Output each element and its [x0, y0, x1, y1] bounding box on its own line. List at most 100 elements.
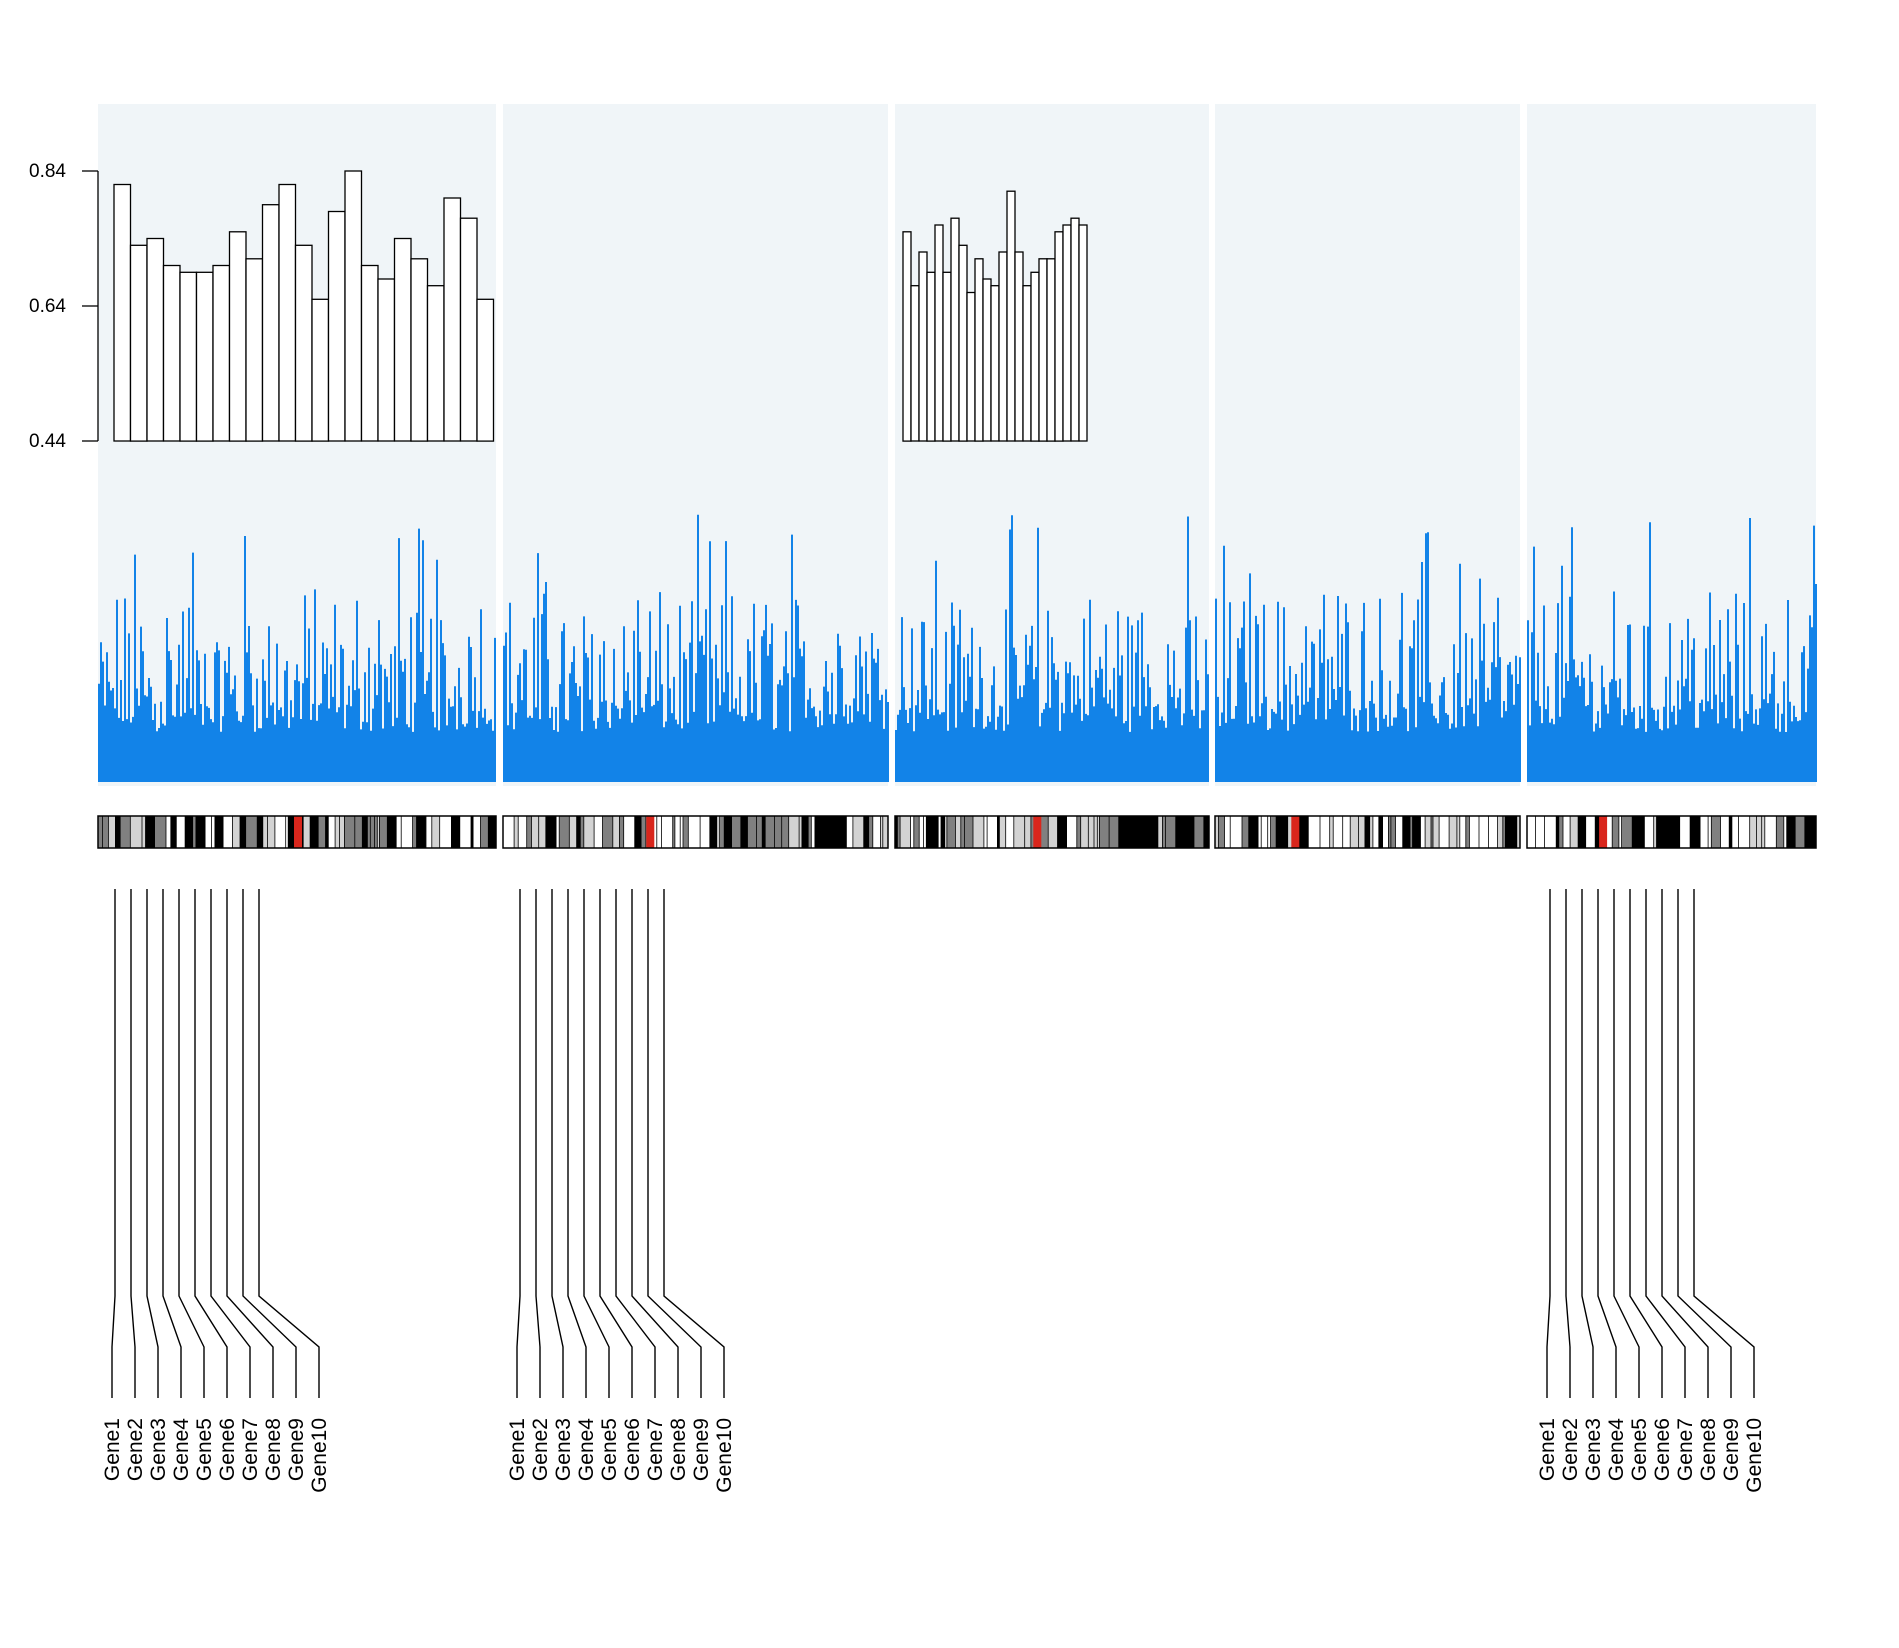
ideogram-band: [724, 816, 732, 848]
ideogram-band: [518, 816, 527, 848]
ideogram-band: [1664, 816, 1670, 848]
ideogram-band: [1276, 816, 1288, 848]
ideogram-band: [960, 816, 965, 848]
gene-connector: [1546, 889, 1551, 1398]
ideogram-band: [1242, 816, 1249, 848]
ideogram-outline: [1526, 815, 1817, 849]
gene-connector: [1565, 889, 1571, 1398]
ideogram-band: [1138, 816, 1143, 848]
ideogram-band: [683, 816, 689, 848]
gene-connector: [599, 889, 633, 1398]
ideogram-band: [983, 816, 988, 848]
ideogram-band: [245, 816, 258, 848]
chromosome-panel: [1527, 104, 1816, 786]
ideogram-band: [672, 816, 675, 848]
gene-label: Gene5: [598, 1418, 621, 1481]
ideogram-band: [1605, 816, 1613, 848]
ideogram-band: [1644, 816, 1654, 848]
ideogram-band: [1342, 816, 1351, 848]
gene-connector: [210, 889, 251, 1398]
ideogram-band: [166, 816, 171, 848]
gene-connector: [647, 889, 702, 1398]
ideogram-band: [379, 816, 388, 848]
ideogram-band: [205, 816, 212, 848]
ideogram-band: [882, 816, 888, 848]
density-signal: [895, 515, 1209, 782]
ideogram-band: [1612, 816, 1619, 848]
ideogram-band: [451, 816, 460, 848]
ideogram-band: [267, 816, 275, 848]
ideogram-band: [641, 816, 646, 848]
ideogram-band: [1469, 816, 1479, 848]
ideogram-band: [1230, 816, 1242, 848]
ideogram-band: [1795, 816, 1805, 848]
ideogram-band: [344, 816, 355, 848]
ideogram-band: [154, 816, 166, 848]
ideogram-band: [1165, 816, 1176, 848]
ideogram-band: [1783, 816, 1787, 848]
bar: [344, 170, 363, 442]
ideogram-band: [619, 816, 624, 848]
ideogram-band: [808, 816, 812, 848]
ideogram-band: [240, 816, 246, 848]
centromere: [294, 816, 302, 848]
ideogram-band: [731, 816, 741, 848]
ideogram-band: [868, 816, 873, 848]
bar: [934, 224, 944, 442]
gene-connector: [567, 889, 587, 1398]
gene-connector: [242, 889, 297, 1398]
ideogram-band: [1431, 816, 1433, 848]
gene-connector: [226, 889, 274, 1398]
ideogram-band: [910, 816, 914, 848]
ideogram-band: [973, 816, 984, 848]
ideogram-band: [1388, 816, 1391, 848]
ideogram-band: [602, 816, 613, 848]
gene-connector: [615, 889, 656, 1398]
ideogram-band: [1708, 816, 1712, 848]
gene-label: Gene2: [1559, 1418, 1582, 1481]
chromosome-panel: [1215, 104, 1520, 786]
ideogram-band: [1420, 816, 1426, 848]
ideogram-band: [1516, 816, 1520, 848]
ideogram-band: [1382, 816, 1389, 848]
bar: [990, 285, 1000, 442]
ideogram-band: [1099, 816, 1110, 848]
ideogram-band: [431, 816, 440, 848]
bar: [1014, 251, 1024, 442]
ideogram-band: [1425, 816, 1431, 848]
ideogram-band: [944, 816, 947, 848]
ideogram-band: [1776, 816, 1784, 848]
ideogram-band: [826, 816, 839, 848]
ideogram-outline: [1214, 815, 1521, 849]
gene-label: Gene6: [621, 1418, 644, 1481]
bar: [1070, 217, 1080, 442]
gene-label: Gene2: [124, 1418, 147, 1481]
ideogram-band: [1412, 816, 1421, 848]
ideogram-band: [1024, 816, 1031, 848]
gene-annotation-track: Gene1 Gene2 Gene3 Gene4 Gene5 Gene6 Gene7 Gene8…: [101, 889, 1766, 1493]
ideogram-band: [1618, 816, 1622, 848]
ideogram-band: [680, 816, 683, 848]
ideogram-band: [1558, 816, 1563, 848]
gene-label: Gene5: [1628, 1418, 1651, 1481]
ideogram-band: [846, 816, 853, 848]
ideogram-band: [897, 816, 901, 848]
gene-label: Gene8: [1697, 1418, 1720, 1481]
gene-connector: [194, 889, 228, 1398]
bar: [1054, 231, 1064, 442]
ideogram-band: [1756, 816, 1762, 848]
density-track: [98, 514, 1817, 782]
density-signal: [1215, 532, 1521, 782]
chromosome-panels: [98, 104, 1816, 786]
ideogram-band: [1175, 816, 1179, 848]
ideogram-band: [999, 816, 1006, 848]
ideogram-band: [1358, 816, 1365, 848]
gene-connector: [258, 889, 320, 1398]
gene-connector: [551, 889, 564, 1398]
ideogram-band: [538, 816, 546, 848]
ideogram-band: [1456, 816, 1460, 848]
bar: [294, 244, 313, 442]
ideogram-band: [1057, 816, 1067, 848]
ideogram-band: [145, 816, 155, 848]
ideogram-band: [1731, 816, 1739, 848]
